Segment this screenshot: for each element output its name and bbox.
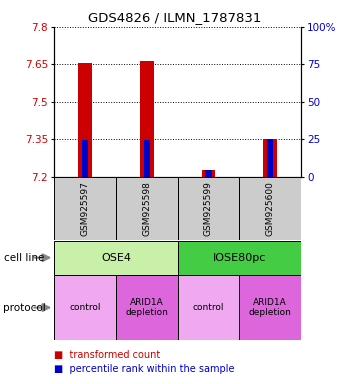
Text: GSM925598: GSM925598 [142, 181, 151, 236]
Text: GSM925600: GSM925600 [266, 181, 275, 236]
Text: cell line: cell line [4, 253, 44, 263]
Bar [177, 241, 301, 275]
Text: ■  transformed count: ■ transformed count [54, 350, 161, 360]
Bar [116, 275, 177, 340]
Bar [54, 241, 177, 275]
Bar [239, 177, 301, 240]
Text: IOSE80pc: IOSE80pc [213, 253, 266, 263]
Text: GSM925597: GSM925597 [80, 181, 90, 236]
Text: protocol: protocol [4, 303, 46, 313]
Bar [54, 177, 116, 240]
Text: ■  percentile rank within the sample: ■ percentile rank within the sample [54, 364, 235, 374]
Bar [177, 275, 239, 340]
Bar [267, 139, 273, 177]
Text: control: control [69, 303, 101, 312]
Bar [205, 170, 211, 177]
Text: GSM925599: GSM925599 [204, 181, 213, 236]
Text: ARID1A
depletion: ARID1A depletion [249, 298, 292, 317]
Bar [116, 177, 177, 240]
Bar [202, 170, 215, 177]
Text: GDS4826 / ILMN_1787831: GDS4826 / ILMN_1787831 [88, 12, 262, 25]
Bar [144, 140, 150, 177]
Text: control: control [193, 303, 224, 312]
Bar [82, 140, 88, 177]
Text: ARID1A
depletion: ARID1A depletion [125, 298, 168, 317]
Bar [177, 177, 239, 240]
Bar [239, 275, 301, 340]
Bar [78, 63, 92, 177]
Bar [263, 139, 277, 177]
Text: OSE4: OSE4 [101, 253, 131, 263]
Bar [140, 61, 154, 177]
Bar [54, 275, 116, 340]
